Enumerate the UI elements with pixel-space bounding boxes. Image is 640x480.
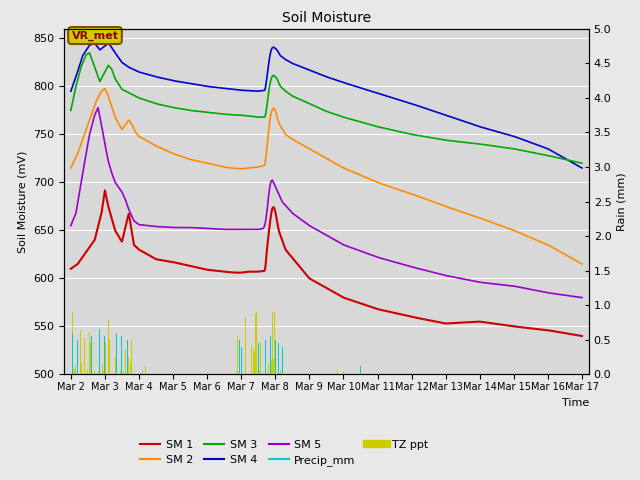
Bar: [241, 347, 242, 374]
Bar: [77, 340, 78, 374]
Title: Soil Moisture: Soil Moisture: [282, 11, 371, 25]
Legend: SM 1, SM 2, SM 3, SM 4, SM 5, Precip_mm, TZ ppt: SM 1, SM 2, SM 3, SM 4, SM 5, Precip_mm,…: [136, 435, 433, 470]
Y-axis label: Rain (mm): Rain (mm): [617, 172, 627, 231]
Bar: [116, 333, 117, 374]
Bar: [104, 336, 106, 374]
Bar: [360, 366, 361, 374]
Bar: [278, 343, 279, 374]
Bar: [275, 340, 276, 374]
Bar: [91, 336, 92, 374]
Text: VR_met: VR_met: [72, 30, 118, 41]
Bar: [269, 336, 271, 374]
X-axis label: Time: Time: [561, 397, 589, 408]
Bar: [239, 340, 240, 374]
Bar: [72, 333, 73, 374]
Y-axis label: Soil Moisture (mV): Soil Moisture (mV): [17, 150, 28, 253]
Bar: [258, 343, 259, 374]
Bar: [99, 329, 100, 374]
Bar: [109, 340, 111, 374]
Bar: [264, 340, 266, 374]
